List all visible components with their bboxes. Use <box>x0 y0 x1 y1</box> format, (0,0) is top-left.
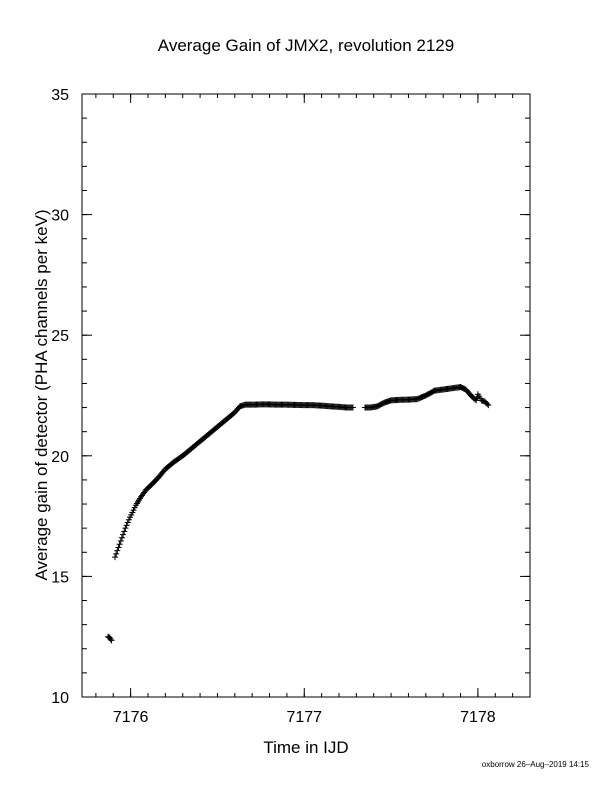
data-point <box>107 636 114 643</box>
plot-frame <box>81 93 531 698</box>
data-point <box>108 637 115 644</box>
x-tick-label: 7177 <box>286 709 322 726</box>
data-point <box>117 538 124 545</box>
data-point <box>111 554 118 561</box>
data-point <box>113 550 120 557</box>
x-axis-label: Time in IJD <box>263 738 349 757</box>
data-point <box>473 397 480 404</box>
data-point <box>120 531 127 538</box>
data-point <box>485 402 492 409</box>
data-point <box>118 534 125 541</box>
data-points <box>105 384 492 644</box>
x-tick-label: 7178 <box>460 709 496 726</box>
y-tick-label: 20 <box>51 449 69 466</box>
axis-ticks: 7176 7177 7178 10 15 20 25 30 35 <box>51 87 531 726</box>
x-tick-label: 7176 <box>113 709 149 726</box>
y-tick-label: 35 <box>51 87 69 104</box>
y-tick-label: 15 <box>51 569 69 586</box>
data-point <box>114 547 121 554</box>
data-point <box>122 525 129 532</box>
data-point <box>484 400 491 407</box>
data-point <box>124 519 131 526</box>
footer-credit: oxborrow 26–Aug–2019 14:15 <box>481 760 589 769</box>
data-point <box>116 541 123 548</box>
data-point <box>115 544 122 551</box>
data-point <box>123 522 130 529</box>
data-point <box>349 404 356 411</box>
y-tick-label: 10 <box>51 690 69 707</box>
y-tick-label: 30 <box>51 208 69 225</box>
data-point <box>121 528 128 535</box>
chart-title: Average Gain of JMX2, revolution 2129 <box>157 36 455 55</box>
y-tick-label: 25 <box>51 328 69 345</box>
